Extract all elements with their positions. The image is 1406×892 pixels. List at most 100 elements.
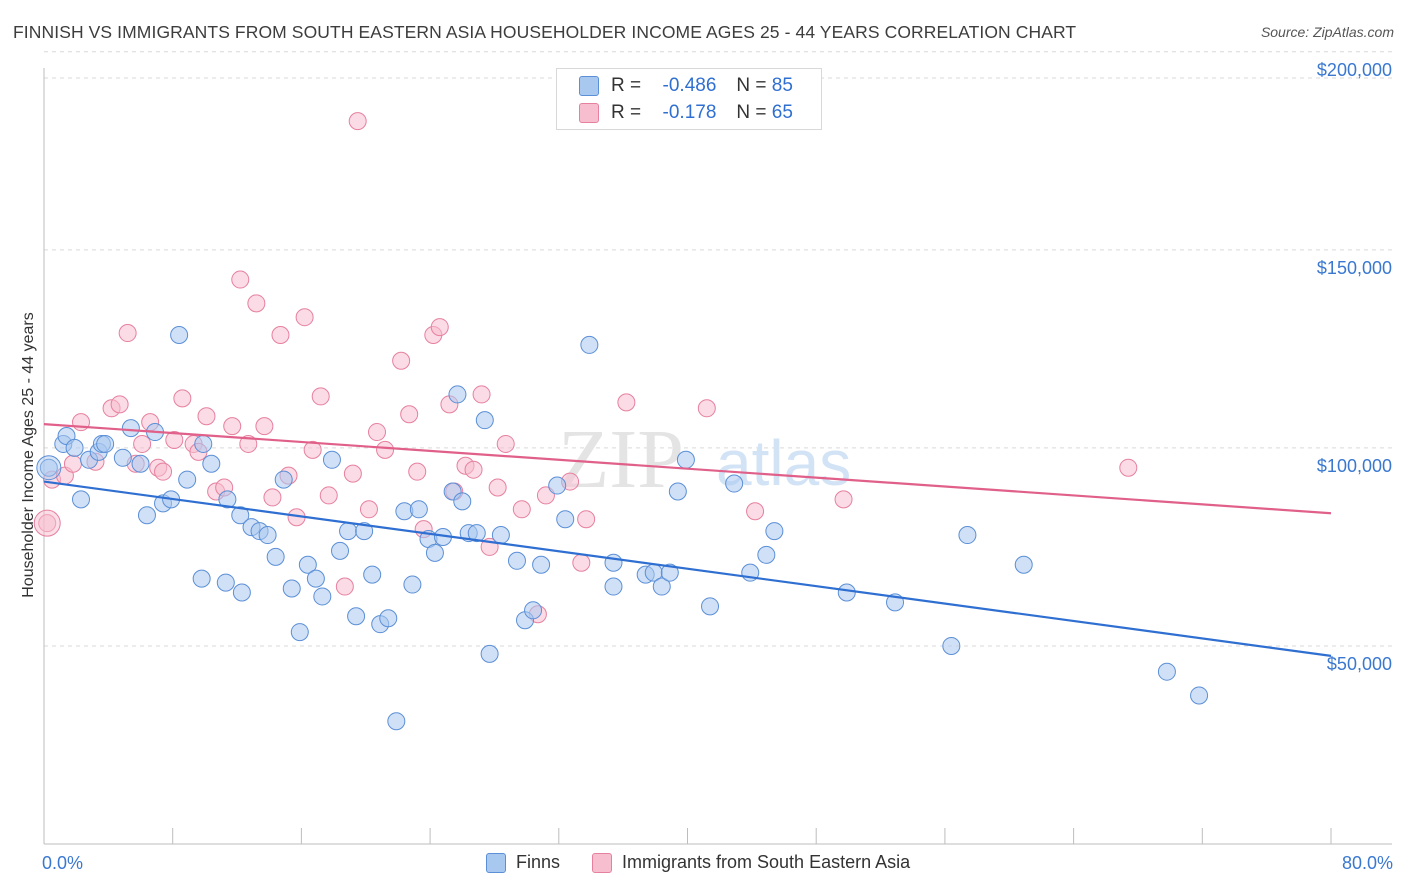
point-finns <box>363 565 382 584</box>
legend-item-finns: Finns <box>486 852 560 873</box>
point-finns <box>475 411 494 430</box>
point-immigrants <box>165 430 184 449</box>
point-finns <box>298 555 317 574</box>
point-immigrants <box>263 488 282 507</box>
point-immigrants <box>343 464 362 483</box>
point-finns <box>274 470 293 489</box>
point-finns <box>96 434 115 453</box>
point-finns <box>757 545 776 564</box>
point-immigrants <box>577 510 596 529</box>
legend-row-finns: R = -0.486 N = 85 <box>579 74 793 98</box>
point-immigrants <box>376 440 395 459</box>
point-finns <box>1190 686 1209 705</box>
y-tick-label: $150,000 <box>1317 258 1392 278</box>
point-finns <box>604 577 623 596</box>
point-immigrants <box>197 407 216 426</box>
source-note: Source: ZipAtlas.com <box>1260 24 1394 40</box>
point-immigrants <box>154 462 173 481</box>
point-finns <box>532 555 551 574</box>
point-finns <box>282 579 301 598</box>
point-finns <box>942 636 961 655</box>
point-finns <box>216 573 235 592</box>
point-immigrants <box>536 486 555 505</box>
point-finns <box>39 458 58 477</box>
axes <box>43 68 1392 845</box>
point-finns <box>232 583 251 602</box>
point-finns <box>668 482 687 501</box>
point-immigrants <box>834 490 853 509</box>
legend-n-value-immigrants: 65 <box>771 102 793 123</box>
legend-swatch-finns <box>486 852 506 873</box>
point-finns <box>548 476 567 495</box>
point-finns <box>403 575 422 594</box>
point-finns <box>194 434 213 453</box>
point-finns <box>192 569 211 588</box>
point-finns <box>580 335 599 354</box>
point-immigrants <box>335 577 354 596</box>
point-finns <box>425 543 444 562</box>
point-finns <box>507 551 526 570</box>
legend-label-finns: Finns <box>516 852 561 872</box>
legend-swatch-immigrants <box>579 103 599 123</box>
point-immigrants <box>173 389 192 408</box>
legend-n-label: N = <box>736 75 767 96</box>
legend-swatch-finns <box>579 76 599 96</box>
point-immigrants <box>311 387 330 406</box>
point-finns <box>113 448 132 467</box>
point-immigrants <box>572 553 591 572</box>
point-finns <box>347 607 366 626</box>
point-immigrants <box>239 434 258 453</box>
point-finns <box>660 563 679 582</box>
point-finns <box>676 450 695 469</box>
point-finns <box>131 454 150 473</box>
tick-labels: $50,000 $100,000 $150,000 $200,000 0.0% 80.0% <box>42 60 1393 873</box>
point-finns <box>290 623 309 642</box>
point-finns <box>65 438 84 457</box>
point-finns <box>72 490 91 509</box>
x-tick-label-min: 0.0% <box>42 853 83 873</box>
point-immigrants <box>617 393 636 412</box>
series-legend: Finns Immigrants from South Eastern Asia <box>486 852 942 873</box>
point-finns <box>491 526 510 545</box>
point-immigrants <box>223 417 242 436</box>
trend-lines <box>43 423 1332 657</box>
point-immigrants <box>359 500 378 519</box>
point-immigrants <box>303 440 322 459</box>
y-tick-label: $200,000 <box>1317 60 1392 80</box>
point-finns <box>306 569 325 588</box>
point-immigrants <box>496 434 515 453</box>
point-immigrants <box>271 326 290 345</box>
point-immigrants <box>472 385 491 404</box>
point-finns <box>355 522 374 541</box>
point-finns <box>652 577 671 596</box>
trend-line-immigrants <box>43 423 1332 515</box>
point-immigrants <box>110 395 129 414</box>
point-finns <box>137 506 156 525</box>
gridlines <box>44 51 1392 647</box>
point-finns <box>331 541 350 560</box>
correlation-legend: R = -0.486 N = 85 R = -0.178 N = 65 <box>556 68 822 130</box>
point-immigrants <box>1119 458 1138 477</box>
point-immigrants <box>512 500 531 519</box>
watermark: ZIP atlas <box>558 413 851 506</box>
point-finns <box>322 450 341 469</box>
point-immigrants <box>295 308 314 327</box>
x-tick-label-max: 80.0% <box>1342 853 1393 873</box>
point-finns <box>448 385 467 404</box>
chart-title: FINNISH VS IMMIGRANTS FROM SOUTH EASTERN… <box>13 22 1077 42</box>
point-finns <box>480 644 499 663</box>
point-finns <box>202 454 221 473</box>
point-immigrants <box>697 399 716 418</box>
point-finns <box>765 522 784 541</box>
legend-r-value-immigrants: -0.178 <box>662 102 717 123</box>
point-finns <box>379 609 398 628</box>
legend-r-value-finns: -0.486 <box>662 75 717 96</box>
legend-n-value-finns: 85 <box>771 75 793 96</box>
point-finns <box>1157 662 1176 681</box>
point-finns <box>701 597 720 616</box>
point-finns <box>837 583 856 602</box>
point-finns <box>218 490 237 509</box>
point-finns <box>121 419 140 438</box>
y-tick-label: $100,000 <box>1317 456 1392 476</box>
point-immigrants <box>408 462 427 481</box>
